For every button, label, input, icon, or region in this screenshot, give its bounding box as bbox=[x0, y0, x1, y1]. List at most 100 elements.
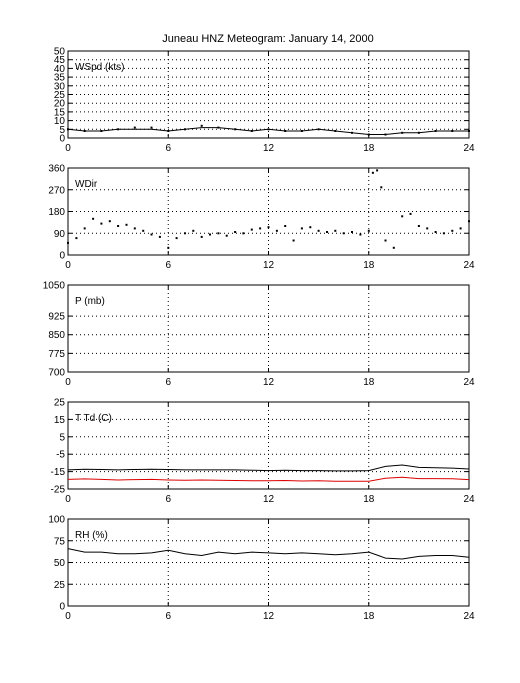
data-point bbox=[417, 225, 420, 227]
y-tick-label: 40 bbox=[54, 64, 66, 75]
y-tick-label: 270 bbox=[48, 185, 65, 196]
panel-4: 0 6 12 18 24 -25 -15 -5 5 15 25 T Td (C) bbox=[51, 398, 475, 506]
x-tick-label: 18 bbox=[363, 143, 375, 154]
x-tick-label: 12 bbox=[263, 143, 275, 154]
panel-label: RH (%) bbox=[75, 530, 108, 541]
data-point bbox=[371, 171, 374, 174]
y-tick-label: 15 bbox=[54, 415, 66, 426]
data-point bbox=[75, 237, 78, 240]
data-point bbox=[150, 126, 153, 129]
data-point bbox=[217, 232, 220, 235]
data-point bbox=[284, 225, 287, 227]
y-tick-label: -5 bbox=[56, 450, 65, 461]
data-point bbox=[317, 229, 320, 232]
y-tick-label: 700 bbox=[48, 368, 65, 379]
data-point bbox=[300, 227, 303, 230]
x-tick-label: 6 bbox=[165, 260, 171, 271]
data-point bbox=[142, 229, 145, 232]
panel-label: P (mb) bbox=[75, 296, 105, 307]
data-point bbox=[167, 246, 170, 249]
x-tick-label: 24 bbox=[463, 143, 475, 154]
data-point bbox=[384, 239, 387, 242]
data-point bbox=[267, 226, 270, 229]
series-line bbox=[67, 476, 470, 482]
y-tick-label: 5 bbox=[59, 125, 65, 136]
y-tick-label: -15 bbox=[51, 467, 66, 478]
y-tick-label: 45 bbox=[54, 55, 66, 66]
series-points bbox=[67, 169, 470, 249]
data-point bbox=[426, 227, 429, 230]
x-tick-label: 6 bbox=[165, 377, 171, 388]
data-point bbox=[359, 233, 362, 236]
x-tick-label: 0 bbox=[65, 260, 71, 271]
data-point bbox=[192, 229, 195, 232]
data-point bbox=[125, 223, 128, 226]
y-tick-label: 5 bbox=[59, 432, 65, 443]
series-line bbox=[67, 548, 470, 560]
y-tick-label: 50 bbox=[54, 47, 66, 58]
x-tick-label: 12 bbox=[263, 494, 275, 505]
data-point bbox=[83, 227, 86, 230]
y-tick-label: 360 bbox=[48, 164, 65, 175]
data-point bbox=[451, 229, 454, 232]
y-tick-label: 15 bbox=[54, 107, 66, 118]
data-point bbox=[92, 217, 95, 220]
panel-2: 0 6 12 18 24 0 90 180 270 360 WDir bbox=[48, 164, 475, 272]
x-tick-label: 18 bbox=[363, 377, 375, 388]
y-tick-label: 90 bbox=[54, 229, 66, 240]
data-point bbox=[133, 126, 136, 129]
y-tick-label: 25 bbox=[54, 398, 66, 409]
data-point bbox=[459, 227, 462, 230]
data-point bbox=[309, 226, 312, 229]
data-point bbox=[234, 231, 237, 233]
y-tick-label: 775 bbox=[48, 349, 65, 360]
panel-3: 0 6 12 18 24 700 775 850 925 1050 P (mb) bbox=[43, 281, 475, 389]
x-tick-label: 18 bbox=[363, 611, 375, 622]
x-tick-label: 0 bbox=[65, 143, 71, 154]
x-tick-label: 6 bbox=[165, 494, 171, 505]
data-point bbox=[158, 235, 161, 238]
panel-label: WDir bbox=[75, 179, 98, 190]
data-point bbox=[326, 231, 328, 233]
plot-frame bbox=[67, 401, 470, 490]
y-tick-label: 850 bbox=[48, 330, 65, 341]
y-tick-label: 180 bbox=[48, 207, 65, 218]
x-tick-label: 0 bbox=[65, 611, 71, 622]
y-tick-label: 20 bbox=[54, 99, 66, 110]
data-point bbox=[133, 227, 136, 230]
data-point bbox=[67, 241, 69, 244]
y-tick-label: 0 bbox=[59, 134, 65, 145]
x-tick-label: 18 bbox=[363, 494, 375, 505]
y-tick-label: 0 bbox=[59, 251, 65, 262]
data-point bbox=[184, 232, 186, 235]
data-point bbox=[200, 235, 203, 238]
x-tick-label: 12 bbox=[263, 611, 275, 622]
figure-title: Juneau HNZ Meteogram: January 14, 2000 bbox=[162, 33, 374, 45]
data-point bbox=[259, 227, 262, 230]
y-tick-label: 1050 bbox=[43, 281, 66, 292]
x-tick-label: 0 bbox=[65, 494, 71, 505]
y-tick-label: 25 bbox=[54, 580, 66, 591]
data-point bbox=[200, 124, 203, 127]
data-point bbox=[401, 215, 404, 218]
data-point bbox=[468, 220, 470, 223]
data-point bbox=[108, 220, 111, 223]
data-point bbox=[376, 169, 379, 172]
y-tick-label: 10 bbox=[54, 116, 66, 127]
data-point bbox=[209, 233, 211, 236]
y-tick-label: 30 bbox=[54, 81, 66, 92]
panel-5: 0 6 12 18 24 0 25 50 75 100 RH (%) bbox=[48, 515, 475, 623]
data-point bbox=[434, 231, 437, 233]
x-tick-label: 6 bbox=[165, 611, 171, 622]
data-point bbox=[380, 186, 383, 189]
data-point bbox=[392, 246, 395, 249]
data-point bbox=[334, 229, 337, 232]
data-point bbox=[242, 232, 245, 235]
y-tick-label: 25 bbox=[54, 90, 66, 101]
y-tick-label: 50 bbox=[54, 558, 66, 569]
data-point bbox=[150, 233, 153, 236]
panel-label: T Td (C) bbox=[75, 413, 112, 424]
x-tick-label: 18 bbox=[363, 260, 375, 271]
